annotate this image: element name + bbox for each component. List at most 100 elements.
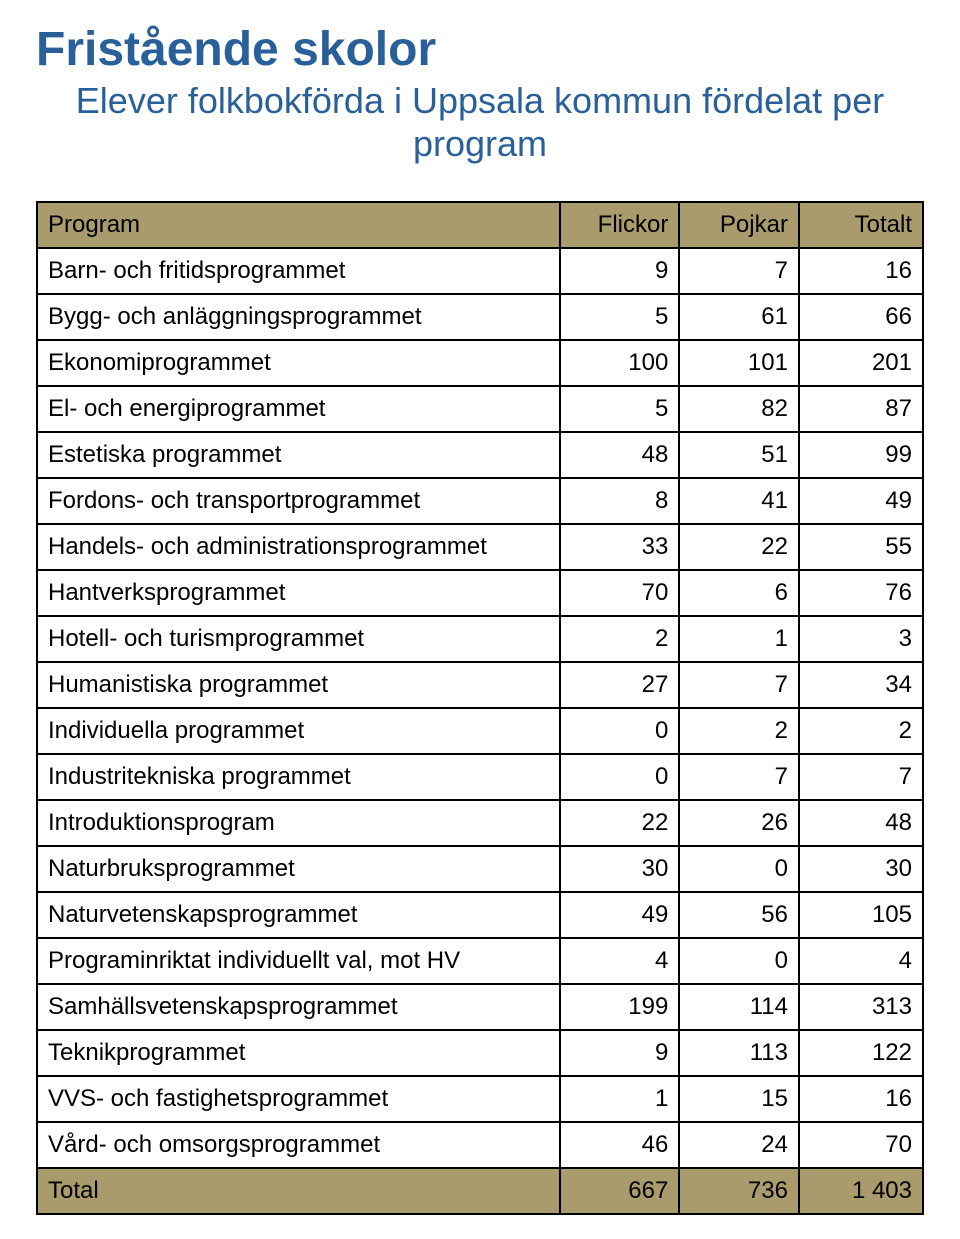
cell-pojkar: 15 (679, 1076, 799, 1122)
cell-totalt: 55 (799, 524, 923, 570)
cell-pojkar: 82 (679, 386, 799, 432)
table-row: Ekonomiprogrammet100101201 (37, 340, 923, 386)
cell-flickor: 27 (560, 662, 680, 708)
table-row: Hantverksprogrammet70676 (37, 570, 923, 616)
table-row: Naturbruksprogrammet30030 (37, 846, 923, 892)
table-row: Introduktionsprogram222648 (37, 800, 923, 846)
cell-pojkar: 0 (679, 938, 799, 984)
table-row: Hotell- och turismprogrammet213 (37, 616, 923, 662)
table-row: Naturvetenskapsprogrammet4956105 (37, 892, 923, 938)
cell-totalt: 49 (799, 478, 923, 524)
cell-program: Humanistiska programmet (37, 662, 560, 708)
cell-pojkar: 22 (679, 524, 799, 570)
cell-flickor: 5 (560, 386, 680, 432)
table-total-row: Total6677361 403 (37, 1168, 923, 1214)
col-totalt: Totalt (799, 202, 923, 248)
cell-program: Programinriktat individuellt val, mot HV (37, 938, 560, 984)
cell-pojkar: 61 (679, 294, 799, 340)
cell-pojkar: 56 (679, 892, 799, 938)
cell-totalt: 48 (799, 800, 923, 846)
cell-totalt: 34 (799, 662, 923, 708)
cell-flickor: 100 (560, 340, 680, 386)
cell-flickor: 199 (560, 984, 680, 1030)
cell-program: Bygg- och anläggningsprogrammet (37, 294, 560, 340)
cell-totalt: 313 (799, 984, 923, 1030)
cell-pojkar: 113 (679, 1030, 799, 1076)
cell-pojkar: 51 (679, 432, 799, 478)
cell-totalt: 201 (799, 340, 923, 386)
cell-flickor: 2 (560, 616, 680, 662)
cell-program: Estetiska programmet (37, 432, 560, 478)
program-table: Program Flickor Pojkar Totalt Barn- och … (36, 201, 924, 1215)
table-row: Humanistiska programmet27734 (37, 662, 923, 708)
cell-totalt: 3 (799, 616, 923, 662)
cell-totalt: 30 (799, 846, 923, 892)
cell-totalt: 87 (799, 386, 923, 432)
cell-flickor: 0 (560, 754, 680, 800)
cell-totalt: 7 (799, 754, 923, 800)
cell-pojkar: 41 (679, 478, 799, 524)
cell-program: Ekonomiprogrammet (37, 340, 560, 386)
col-flickor: Flickor (560, 202, 680, 248)
cell-totalt: 4 (799, 938, 923, 984)
cell-flickor: 9 (560, 1030, 680, 1076)
cell-pojkar: 24 (679, 1122, 799, 1168)
cell-total-pojkar: 736 (679, 1168, 799, 1214)
cell-totalt: 99 (799, 432, 923, 478)
cell-program: Samhällsvetenskapsprogrammet (37, 984, 560, 1030)
table-row: Samhällsvetenskapsprogrammet199114313 (37, 984, 923, 1030)
table-row: Estetiska programmet485199 (37, 432, 923, 478)
cell-pojkar: 2 (679, 708, 799, 754)
cell-pojkar: 114 (679, 984, 799, 1030)
cell-flickor: 8 (560, 478, 680, 524)
cell-totalt: 70 (799, 1122, 923, 1168)
cell-totalt: 66 (799, 294, 923, 340)
cell-total-totalt: 1 403 (799, 1168, 923, 1214)
cell-pojkar: 7 (679, 248, 799, 294)
cell-flickor: 49 (560, 892, 680, 938)
cell-flickor: 4 (560, 938, 680, 984)
cell-program: El- och energiprogrammet (37, 386, 560, 432)
table-row: Industritekniska programmet077 (37, 754, 923, 800)
table-row: Individuella programmet022 (37, 708, 923, 754)
col-program: Program (37, 202, 560, 248)
cell-program: Barn- och fritidsprogrammet (37, 248, 560, 294)
cell-program: VVS- och fastighetsprogrammet (37, 1076, 560, 1122)
cell-flickor: 1 (560, 1076, 680, 1122)
cell-pojkar: 1 (679, 616, 799, 662)
cell-totalt: 105 (799, 892, 923, 938)
cell-flickor: 0 (560, 708, 680, 754)
table-row: Bygg- och anläggningsprogrammet56166 (37, 294, 923, 340)
cell-program: Introduktionsprogram (37, 800, 560, 846)
cell-totalt: 76 (799, 570, 923, 616)
table-row: Barn- och fritidsprogrammet9716 (37, 248, 923, 294)
table-row: Handels- och administrationsprogrammet33… (37, 524, 923, 570)
table-body: Barn- och fritidsprogrammet9716Bygg- och… (37, 248, 923, 1214)
cell-pojkar: 0 (679, 846, 799, 892)
cell-flickor: 9 (560, 248, 680, 294)
cell-program: Hotell- och turismprogrammet (37, 616, 560, 662)
col-pojkar: Pojkar (679, 202, 799, 248)
cell-totalt: 16 (799, 248, 923, 294)
cell-total-flickor: 667 (560, 1168, 680, 1214)
cell-pojkar: 7 (679, 754, 799, 800)
table-row: Fordons- och transportprogrammet84149 (37, 478, 923, 524)
cell-flickor: 46 (560, 1122, 680, 1168)
table-row: Teknikprogrammet9113122 (37, 1030, 923, 1076)
cell-flickor: 48 (560, 432, 680, 478)
cell-total-label: Total (37, 1168, 560, 1214)
cell-pojkar: 6 (679, 570, 799, 616)
cell-pojkar: 101 (679, 340, 799, 386)
cell-flickor: 22 (560, 800, 680, 846)
table-row: Programinriktat individuellt val, mot HV… (37, 938, 923, 984)
cell-pojkar: 26 (679, 800, 799, 846)
cell-program: Teknikprogrammet (37, 1030, 560, 1076)
cell-totalt: 16 (799, 1076, 923, 1122)
cell-program: Naturbruksprogrammet (37, 846, 560, 892)
table-header-row: Program Flickor Pojkar Totalt (37, 202, 923, 248)
cell-program: Handels- och administrationsprogrammet (37, 524, 560, 570)
cell-program: Individuella programmet (37, 708, 560, 754)
cell-program: Vård- och omsorgsprogrammet (37, 1122, 560, 1168)
cell-flickor: 30 (560, 846, 680, 892)
cell-flickor: 5 (560, 294, 680, 340)
